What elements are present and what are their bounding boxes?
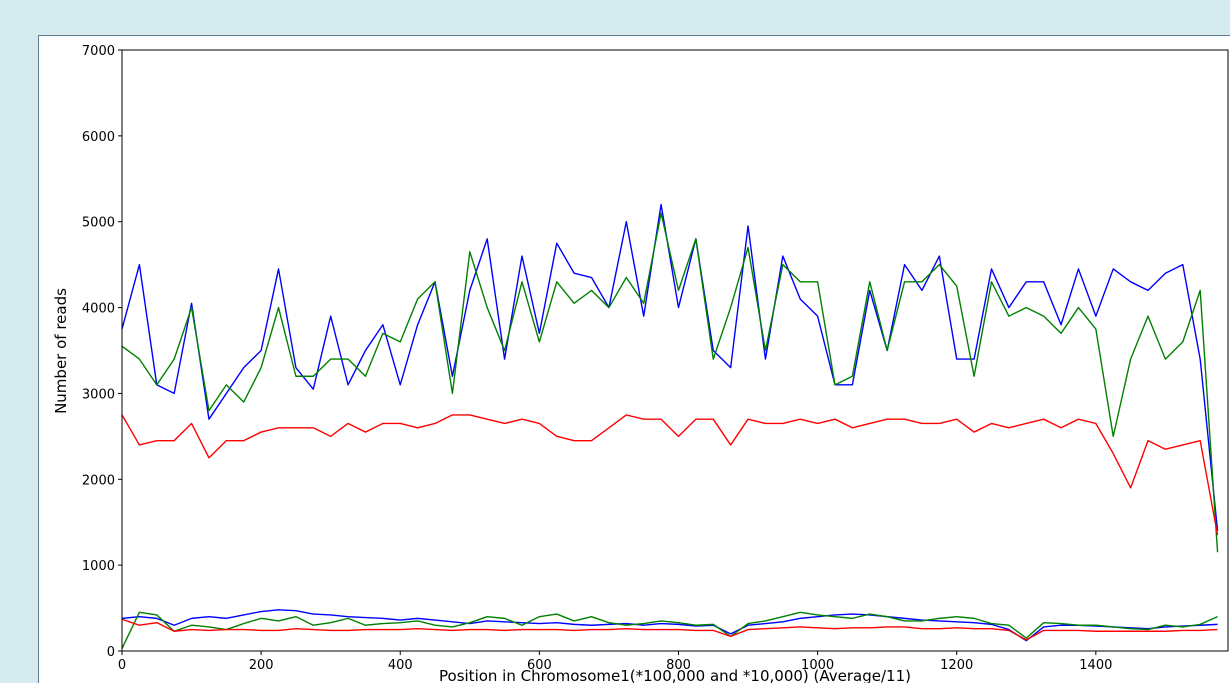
figure-panel xyxy=(38,35,1230,683)
y-axis-label: Number of reads xyxy=(52,288,70,414)
x-tick-label: 600 xyxy=(527,658,552,673)
data-line xyxy=(121,203,1219,531)
x-tick-label: 200 xyxy=(249,658,274,673)
data-line xyxy=(121,212,1219,553)
x-axis-label: Position in Chromosome1(*100,000 and *10… xyxy=(439,667,911,683)
x-tick-label: 800 xyxy=(666,658,691,673)
y-tick-label: 7000 xyxy=(82,44,115,59)
y-tick-label: 3000 xyxy=(82,387,115,402)
data-line xyxy=(121,611,1218,649)
y-tick-label: 5000 xyxy=(82,216,115,231)
x-tick-label: 1400 xyxy=(1079,658,1112,673)
x-tick-label: 0 xyxy=(118,658,126,673)
x-tick-label: 1200 xyxy=(940,658,973,673)
data-line xyxy=(121,414,1219,536)
plot-frame xyxy=(121,49,1229,652)
x-tick-label: 400 xyxy=(388,658,413,673)
y-tick-label: 6000 xyxy=(82,130,115,145)
x-tick-label: 1000 xyxy=(801,658,834,673)
data-line xyxy=(121,618,1218,641)
y-tick-label: 2000 xyxy=(82,473,115,488)
y-tick-label: 4000 xyxy=(82,302,115,317)
y-tick-label: 0 xyxy=(107,645,115,660)
y-tick-label: 1000 xyxy=(82,559,115,574)
data-line xyxy=(121,609,1218,642)
